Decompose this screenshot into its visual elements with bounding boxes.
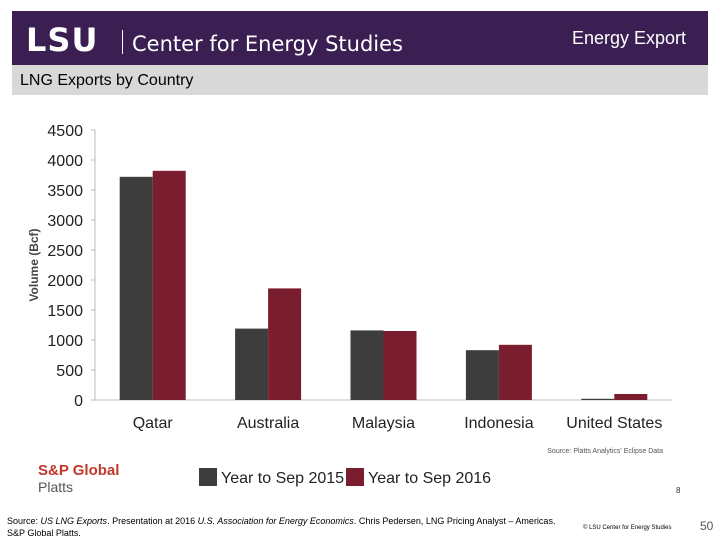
bar-united-states-2016 [614,394,647,400]
y-tick-label: 4500 [47,123,83,140]
y-tick-label: 1000 [47,333,83,350]
sp-global-name: S&P Global [38,462,119,479]
legend-swatch-2015 [199,468,217,486]
copyright-notice: © LSU Center for Energy Studies [583,525,671,531]
footer-italic-title: US LNG Exports [41,516,108,526]
x-tick-label: Australia [237,415,299,432]
footer-prefix: Source: [7,516,41,526]
slide-number: 50 [700,519,713,533]
x-tick-label: Indonesia [464,415,533,432]
footer-italic-org: U.S. Association for Energy Economics [198,516,354,526]
sp-global-platts-logo: S&P Global Platts [38,462,119,495]
y-axis-label: Volume (Bcf) [27,228,41,301]
footer-mid: . Presentation at 2016 [107,516,198,526]
bar-malaysia-2015 [351,330,384,400]
bar-australia-2016 [268,288,301,400]
y-tick-label: 2000 [47,273,83,290]
source-footer: Source: US LNG Exports. Presentation at … [7,515,647,539]
bar-indonesia-2016 [499,345,532,400]
y-tick-label: 3000 [47,213,83,230]
chart-source-note: Source: Platts Analytics' Eclipse Data [547,448,663,455]
bar-australia-2015 [235,329,268,400]
bar-united-states-2015 [581,399,614,400]
y-tick-label: 4000 [47,153,83,170]
footer-line2: S&P Global Platts. [7,528,81,538]
bar-malaysia-2016 [384,331,417,400]
y-tick-label: 2500 [47,243,83,260]
platts-name: Platts [38,479,119,495]
x-tick-label: Qatar [133,415,174,432]
bar-qatar-2016 [153,171,186,400]
y-tick-label: 3500 [47,183,83,200]
y-tick-label: 0 [74,393,83,410]
y-tick-label: 1500 [47,303,83,320]
y-tick-label: 500 [56,363,83,380]
bar-indonesia-2015 [466,350,499,400]
legend-label-2016: Year to Sep 2016 [368,470,491,487]
legend-swatch-2016 [346,468,364,486]
inner-page-number: 8 [676,486,680,495]
x-tick-label: Malaysia [352,415,415,432]
bar-qatar-2015 [120,177,153,400]
x-tick-label: United States [566,415,662,432]
legend-label-2015: Year to Sep 2015 [221,470,344,487]
lng-exports-chart: 0 500 1000 1500 2000 2500 3000 3500 4000 4500 Volu… [0,0,720,500]
footer-rest: . Chris Pedersen, LNG Pricing Analyst – … [354,516,556,526]
